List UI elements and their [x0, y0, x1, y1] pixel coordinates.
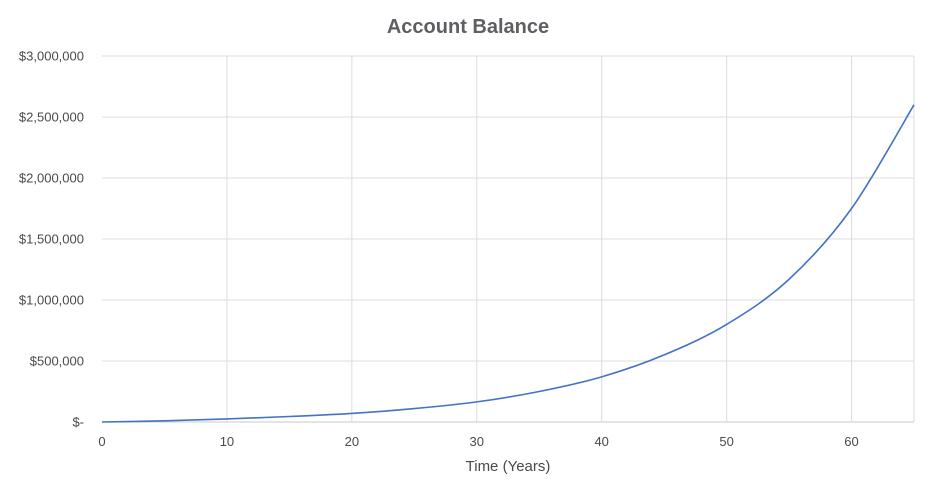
- y-tick-label: $2,000,000: [19, 171, 84, 186]
- x-axis-label: Time (Years): [466, 458, 551, 475]
- y-axis-tick-labels: $- $500,000 $1,000,000 $1,500,000 $2,000,000…: [19, 49, 84, 430]
- y-tick-label: $500,000: [30, 354, 84, 369]
- x-tick-label: 30: [470, 434, 484, 449]
- y-tick-label: $3,000,000: [19, 49, 84, 64]
- x-tick-label: 50: [719, 434, 733, 449]
- y-tick-label: $2,500,000: [19, 110, 84, 125]
- grid-lines: [102, 55, 915, 423]
- x-tick-label: 0: [98, 434, 105, 449]
- x-tick-label: 10: [220, 434, 234, 449]
- x-tick-label: 40: [594, 434, 608, 449]
- chart-title: Account Balance: [387, 16, 549, 38]
- x-axis-tick-labels: 0 10 20 30 40 50 60: [98, 434, 858, 449]
- series-lines: [101, 104, 915, 423]
- y-tick-label: $1,500,000: [19, 232, 84, 247]
- y-tick-label: $-: [72, 415, 84, 430]
- y-tick-label: $1,000,000: [19, 293, 84, 308]
- x-tick-label: 20: [345, 434, 359, 449]
- x-tick-label: 60: [844, 434, 858, 449]
- account-balance-line: [101, 104, 915, 423]
